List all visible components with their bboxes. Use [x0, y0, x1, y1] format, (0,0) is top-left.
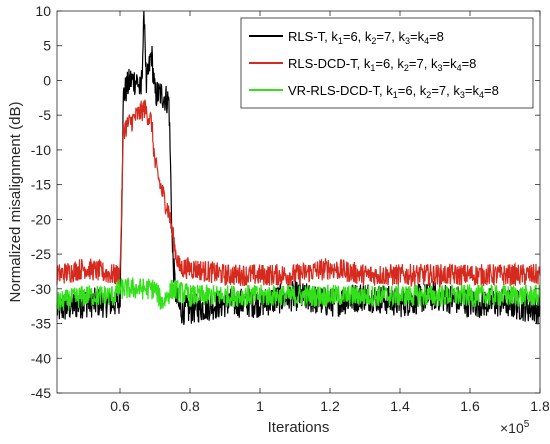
legend-text-part: RLS-T, k: [288, 29, 338, 44]
y-tick-label: 5: [43, 38, 51, 54]
legend-subscript: 3: [437, 63, 442, 73]
x-tick-label: 1: [256, 398, 264, 414]
legend-text-part: =8: [462, 56, 477, 71]
legend-entry-rls-t: RLS-T, k1=6, k2=7, k3=k4=8: [288, 29, 444, 46]
legend-text-part: =k: [442, 56, 457, 71]
legend-text-part: =8: [484, 83, 499, 98]
y-tick-label: -15: [31, 177, 51, 193]
y-tick-label: -30: [31, 281, 51, 297]
y-tick-label: -20: [31, 211, 51, 227]
legend-subscript: 4: [424, 36, 429, 46]
legend-subscript: 3: [405, 36, 410, 46]
y-axis-label: Normalized misalignment (dB): [7, 102, 24, 303]
legend-text-part: =7, k: [409, 56, 438, 71]
x-tick-label: 1.6: [460, 398, 480, 414]
legend-text-part: =k: [410, 29, 425, 44]
legend-subscript: 4: [457, 63, 462, 73]
legend-subscript: 2: [426, 90, 431, 100]
x-axis-label: Iterations: [268, 419, 330, 436]
legend-entry-rls-dcd-t: RLS-DCD-T, k1=6, k2=7, k3=k4=8: [288, 56, 476, 73]
x-tick-label: 0.8: [180, 398, 200, 414]
y-tick-label: -25: [31, 246, 51, 262]
legend-subscript: 2: [404, 63, 409, 73]
x-exponent-power: 5: [524, 419, 530, 430]
y-tick-label: -10: [31, 142, 51, 158]
x-exponent-label: ×105: [500, 419, 530, 436]
legend-subscript: 2: [371, 36, 376, 46]
series-line-vr-rls-dcd-t: [56, 276, 541, 311]
y-tick-label: -5: [39, 107, 52, 123]
legend-text-part: RLS-DCD-T, k: [288, 56, 371, 71]
x-tick-label: 1.8: [530, 398, 550, 414]
legend-text-part: =6, k: [398, 83, 427, 98]
series-line-rls-t: [56, 10, 541, 325]
y-tick-label: 0: [43, 72, 51, 88]
legend-subscript: 1: [338, 36, 343, 46]
x-tick-label: 0.6: [110, 398, 130, 414]
x-tick-label: 1.4: [390, 398, 410, 414]
legend-subscript: 4: [479, 90, 484, 100]
legend-box: [240, 17, 534, 109]
legend-text-part: =7, k: [376, 29, 405, 44]
y-tick-label: -40: [31, 350, 51, 366]
series-layer: [56, 10, 541, 325]
legend-subscript: 1: [393, 90, 398, 100]
legend-text-part: =7, k: [431, 83, 460, 98]
legend-text-part: =8: [429, 29, 444, 44]
legend-text-part: =k: [465, 83, 480, 98]
legend-text-part: VR-RLS-DCD-T, k: [288, 83, 393, 98]
legend-text-part: =6, k: [375, 56, 404, 71]
legend-entry-vr-rls-dcd-t: VR-RLS-DCD-T, k1=6, k2=7, k3=k4=8: [288, 83, 499, 100]
axes-layer: 0.6 0.8 1 1.2 1.4 1.6 1.8 -45 -40 -35 -30 -25 -20 -15…: [7, 3, 550, 436]
y-tick-label: 10: [35, 3, 51, 19]
series-line-rls-dcd-t: [56, 99, 541, 288]
y-tick-label: -45: [31, 385, 51, 401]
legend-subscript: 3: [460, 90, 465, 100]
y-tick-label: -35: [31, 316, 51, 332]
legend-text-part: =6, k: [343, 29, 372, 44]
plot-frame: [56, 10, 541, 394]
legend-subscript: 1: [370, 63, 375, 73]
x-tick-label: 1.2: [320, 398, 340, 414]
